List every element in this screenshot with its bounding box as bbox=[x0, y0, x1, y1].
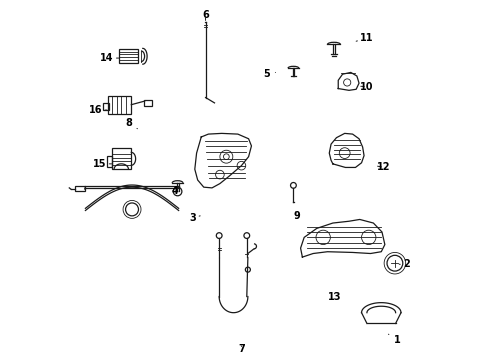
Text: 7: 7 bbox=[238, 344, 245, 354]
Text: 6: 6 bbox=[202, 10, 209, 21]
Text: 16: 16 bbox=[89, 105, 107, 115]
Text: 12: 12 bbox=[377, 162, 391, 172]
Text: 15: 15 bbox=[93, 159, 112, 169]
Text: 10: 10 bbox=[360, 82, 374, 92]
Text: 3: 3 bbox=[190, 213, 200, 222]
Text: 9: 9 bbox=[294, 211, 300, 221]
Text: 2: 2 bbox=[399, 259, 410, 269]
Text: 11: 11 bbox=[356, 33, 374, 43]
Text: 4: 4 bbox=[172, 186, 178, 196]
Text: 8: 8 bbox=[125, 118, 137, 129]
Text: 1: 1 bbox=[389, 334, 401, 345]
Text: 5: 5 bbox=[263, 69, 275, 79]
Text: 13: 13 bbox=[328, 292, 342, 302]
Text: 14: 14 bbox=[100, 53, 119, 63]
